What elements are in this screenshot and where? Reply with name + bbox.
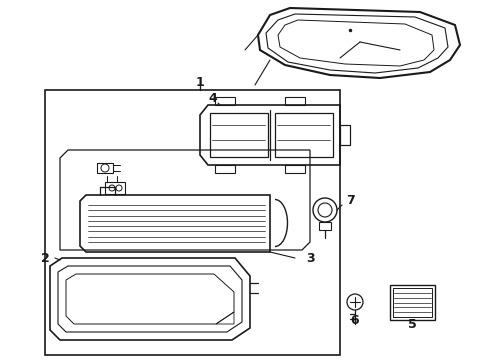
Bar [105,182,125,194]
Bar [393,288,432,317]
Bar [340,125,350,145]
Bar [319,222,331,230]
Bar [215,165,235,173]
Bar [45,90,340,355]
Bar [390,285,435,320]
Text: 3: 3 [306,252,314,265]
Bar [340,125,350,145]
Bar [215,97,235,105]
Text: 1: 1 [196,76,204,89]
Bar [97,163,113,173]
Bar [285,97,305,105]
Bar [210,113,268,157]
Text: 7: 7 [345,194,354,207]
Bar [275,113,333,157]
Text: 4: 4 [209,91,218,104]
Bar [285,165,305,173]
Text: 2: 2 [41,252,49,265]
Text: 5: 5 [408,319,416,332]
Text: 6: 6 [351,314,359,327]
